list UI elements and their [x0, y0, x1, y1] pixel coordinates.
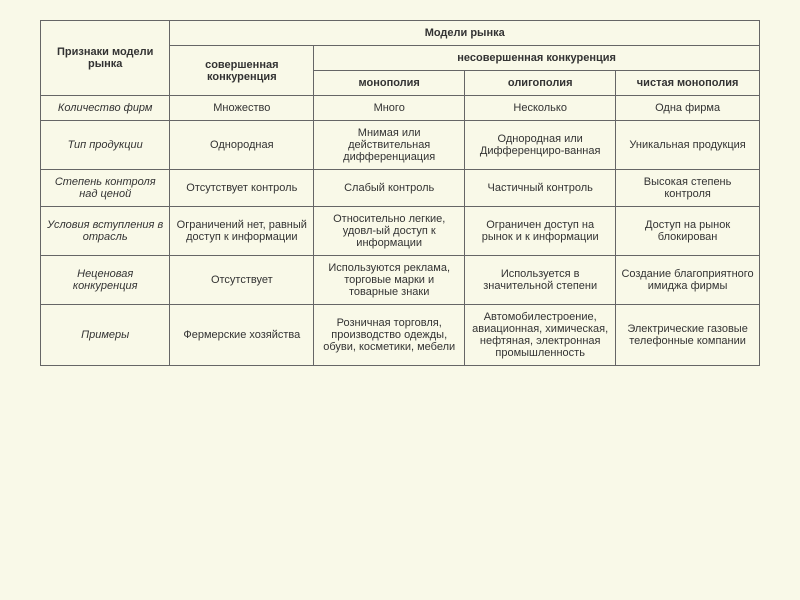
header-attributes: Признаки модели рынка	[41, 21, 170, 96]
cell: Относительно легкие, удовл-ый доступ к и…	[314, 207, 465, 256]
cell: Создание благоприятного имиджа фирмы	[616, 256, 760, 305]
row-label: Условия вступления в отрасль	[41, 207, 170, 256]
cell: Ограничен доступ на рынок и к информации	[465, 207, 616, 256]
cell: Розничная торговля, производство одежды,…	[314, 305, 465, 366]
cell: Автомобилестроение, авиационная, химичес…	[465, 305, 616, 366]
cell: Электрические газовые телефонные компани…	[616, 305, 760, 366]
cell: Одна фирма	[616, 96, 760, 121]
header-monopoly: монополия	[314, 71, 465, 96]
cell: Используются реклама, торговые марки и т…	[314, 256, 465, 305]
row-label: Степень контроля над ценой	[41, 170, 170, 207]
cell: Однородная или Дифференциро-ванная	[465, 121, 616, 170]
header-imperfect: несовершенная конкуренция	[314, 46, 760, 71]
header-perfect: совершенная конкуренция	[170, 46, 314, 96]
row-label: Количество фирм	[41, 96, 170, 121]
table-row: Неценовая конкуренцияОтсутствуетИспользу…	[41, 256, 760, 305]
table-row: Количество фирмМножествоМногоНесколькоОд…	[41, 96, 760, 121]
cell: Множество	[170, 96, 314, 121]
market-models-table: Признаки модели рынка Модели рынка совер…	[40, 20, 760, 366]
header-models: Модели рынка	[170, 21, 760, 46]
table-row: Условия вступления в отрасльОграничений …	[41, 207, 760, 256]
table-row: Тип продукцииОднороднаяМнимая или действ…	[41, 121, 760, 170]
cell: Уникальная продукция	[616, 121, 760, 170]
header-pure-monopoly: чистая монополия	[616, 71, 760, 96]
cell: Ограничений нет, равный доступ к информа…	[170, 207, 314, 256]
row-label: Тип продукции	[41, 121, 170, 170]
cell: Мнимая или действительная дифференциация	[314, 121, 465, 170]
header-oligopoly: олигополия	[465, 71, 616, 96]
cell: Несколько	[465, 96, 616, 121]
cell: Однородная	[170, 121, 314, 170]
cell: Отсутствует контроль	[170, 170, 314, 207]
table-body: Количество фирмМножествоМногоНесколькоОд…	[41, 96, 760, 366]
cell: Много	[314, 96, 465, 121]
cell: Отсутствует	[170, 256, 314, 305]
cell: Слабый контроль	[314, 170, 465, 207]
cell: Высокая степень контроля	[616, 170, 760, 207]
table-row: Степень контроля над ценойОтсутствует ко…	[41, 170, 760, 207]
row-label: Примеры	[41, 305, 170, 366]
cell: Используется в значительной степени	[465, 256, 616, 305]
table-row: ПримерыФермерские хозяйстваРозничная тор…	[41, 305, 760, 366]
cell: Частичный контроль	[465, 170, 616, 207]
row-label: Неценовая конкуренция	[41, 256, 170, 305]
cell: Доступ на рынок блокирован	[616, 207, 760, 256]
cell: Фермерские хозяйства	[170, 305, 314, 366]
